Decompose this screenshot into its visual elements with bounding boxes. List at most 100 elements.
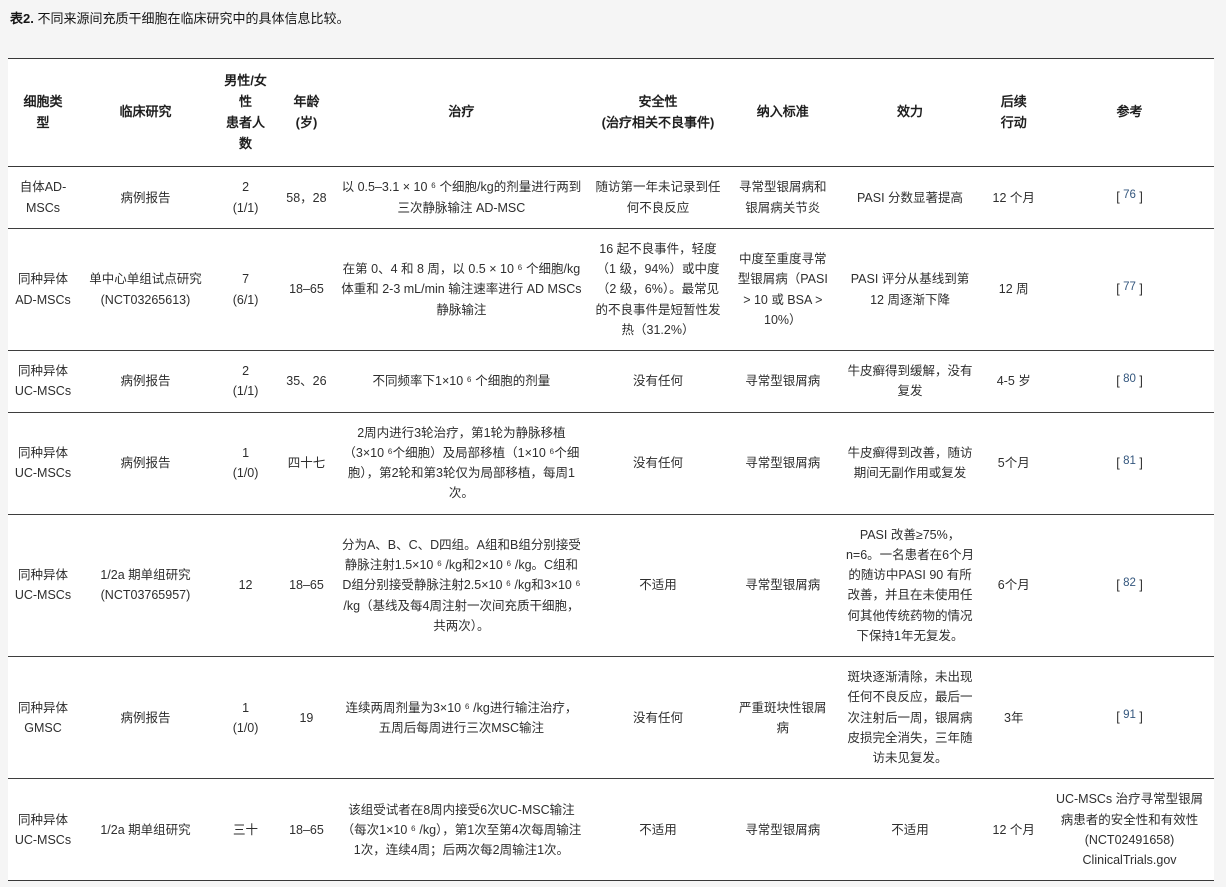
treatment-cell: 在第 0、4 和 8 周，以 0.5 × 10 ⁶ 个细胞/kg 体重和 2-3… [341,262,582,317]
clinical-study-cell: 病例报告 [120,456,171,470]
treatment-cell: 分为A、B、C、D四组。A组和B组分别接受静脉注射1.5×10 ⁶ /kg和2×… [341,537,581,633]
cell-type-cell: 同种异体UC-MSCs [14,445,72,481]
follow-up-cell: 12 周 [998,282,1029,297]
follow-up-cell: 3年 [1004,710,1024,725]
citation-link[interactable]: 77 [1123,281,1136,294]
table-row: 同种异体UC-MSCs 1/2a 期单组研究 (NCT03765957) 12 18–… [8,514,1214,657]
safety-cell: 不适用 [639,578,677,593]
table-caption-text: 不同来源间充质干细胞在临床研究中的具体信息比较。 [33,11,350,26]
table-row: 自体AD-MSCs 病例报告 2 (1/1) 58，28 以 0.5–3.1 × 10 … [8,167,1214,229]
column-header-age: 年龄 (岁) [278,58,335,168]
cell-type-cell: 自体AD-MSCs [19,180,67,215]
treatment-cell: 以 0.5–3.1 × 10 ⁶ 个细胞/kg的剂量进行两到三次静脉输注 AD-… [341,180,582,215]
clinical-study-cell: 病例报告 [120,710,171,725]
age-cell: 18–65 [289,282,324,297]
citation-bracket-close: ] [1135,190,1143,205]
safety-cell: 16 起不良事件，轻度（1 级，94%）或中度（2 级，6%）。最常见的不良事件… [595,241,721,337]
safety-cell: 不适用 [639,822,677,837]
table-row: 同种异体AD-MSCs 单中心单组试点研究 (NCT03265613) 7 (6/1… [8,228,1214,351]
reference-cell: UC-MSCs 治疗寻常型银屑病患者的安全性和有效性 (NCT02491658)… [1055,792,1204,868]
efficacy-cell: PASI 分数显著提高 [857,190,964,205]
age-cell: 四十七 [287,456,326,470]
follow-up-cell: 4-5 岁 [996,374,1031,389]
reference-cell: [ 81 ] [1045,412,1214,514]
cell-type-cell: 同种异体AD-MSCs [15,272,71,307]
treatment-cell: 2周内进行3轮治疗，第1轮为静脉移植（3×10 ⁶个细胞）及局部移植（1×10 … [343,425,580,501]
citation-bracket-open: [ [1116,578,1124,593]
efficacy-cell: 牛皮癣得到改善，随访期间无副作用或复发 [847,445,973,481]
age-cell: 35、26 [286,374,327,389]
age-cell: 19 [299,710,314,725]
clinical-study-cell: 病例报告 [120,190,171,205]
column-header-inclusion-criteria: 纳入标准 [727,58,838,168]
table-body: 自体AD-MSCs 病例报告 2 (1/1) 58，28 以 0.5–3.1 × 10 … [8,167,1214,881]
patients-count-cell: 2 (1/1) [232,364,259,399]
inclusion-criteria-cell: 寻常型银屑病 [745,374,821,389]
clinical-study-cell: 病例报告 [120,374,171,389]
patients-count-cell: 1 (1/0) [232,445,259,481]
column-header-male-female-count: 男性/女 性 患者人 数 [213,58,279,168]
citation-bracket-open: [ [1116,455,1124,470]
citation-bracket-close: ] [1135,710,1143,725]
citation-link[interactable]: 80 [1123,373,1136,386]
citation-bracket-open: [ [1116,710,1124,725]
patients-count-cell: 12 [238,578,253,593]
table-caption-label: 表2. [10,11,34,26]
follow-up-cell: 12 个月 [992,822,1035,837]
treatment-cell: 连续两周剂量为3×10 ⁶ /kg进行输注治疗，五周后每周进行三次MSC输注 [345,700,578,735]
follow-up-cell: 5个月 [997,456,1030,470]
citation-bracket-close: ] [1135,282,1143,297]
efficacy-cell: PASI 改善≥75%，n=6。一名患者在6个月的随访中PASI 90 有所改善… [845,527,975,643]
inclusion-criteria-cell: 寻常型银屑病 [745,456,821,470]
reference-cell: [ 77 ] [1045,228,1214,350]
citation-bracket-close: ] [1135,578,1143,593]
efficacy-cell: 斑块逐渐清除，未出现任何不良反应，最后一次注射后一周，银屑病皮损完全消失，三年随… [847,670,973,766]
age-cell: 18–65 [289,578,324,593]
column-header-safety: 安全性 (治疗相关不良事件) [588,58,728,168]
cell-type-cell: 同种异体 GMSC [17,700,68,735]
patients-count-cell: 三十 [233,822,259,837]
treatment-cell: 不同频率下1×10 ⁶ 个细胞的剂量 [372,374,551,389]
reference-cell: [ 91 ] [1045,657,1214,779]
inclusion-criteria-cell: 中度至重度寻常型银屑病（PASI > 10 或 BSA > 10%） [737,252,828,327]
safety-cell: 随访第一年未记录到任何不良反应 [595,180,721,215]
safety-cell: 没有任何 [632,374,683,389]
patients-count-cell: 7 (6/1) [232,272,259,307]
table-header: 细胞类 型临床研究 男性/女 性 患者人 数年龄 (岁) 治疗 安全性 (治疗相关不良… [8,58,1214,168]
citation-bracket-open: [ [1116,374,1124,389]
age-cell: 58，28 [286,190,327,205]
cell-type-cell: 同种异体UC-MSCs [14,812,72,847]
clinical-study-cell: 1/2a 期单组研究 [100,822,191,837]
patients-count-cell: 1 (1/0) [232,700,259,735]
clinical-study-cell: 单中心单组试点研究 (NCT03265613) [89,272,202,307]
reference-cell: [ 80 ] [1045,351,1214,413]
citation-bracket-open: [ [1116,282,1124,297]
table-caption: 表2. 不同来源间充质干细胞在临床研究中的具体信息比较。 [10,10,1218,28]
age-cell: 18–65 [289,822,324,837]
cell-type-cell: 同种异体UC-MSCs [14,364,72,399]
citation-link[interactable]: 81 [1123,454,1136,467]
table-row: 同种异体UC-MSCs 1/2a 期单组研究 三十 18–65 该组受试者在8周内接受6… [8,779,1214,881]
column-header-follow-up: 后续 行动 [982,58,1046,168]
cell-type-cell: 同种异体UC-MSCs [14,568,72,603]
table-row: 同种异体UC-MSCs 病例报告 2 (1/1) 35、26 不同频率下1×10 ⁶ 个… [8,351,1214,413]
clinical-study-cell: 1/2a 期单组研究 (NCT03765957) [100,568,191,603]
safety-cell: 没有任何 [632,456,683,470]
patients-count-cell: 2 (1/1) [232,180,259,215]
citation-bracket-open: [ [1116,190,1124,205]
citation-link[interactable]: 91 [1123,709,1136,722]
efficacy-cell: 不适用 [891,822,929,837]
efficacy-cell: 牛皮癣得到缓解，没有复发 [847,364,973,399]
table-row: 同种异体UC-MSCs 病例报告 1 (1/0) 四十七 2周内进行3轮治疗，第1轮为静… [8,412,1214,515]
column-header-efficacy: 效力 [837,58,983,168]
inclusion-criteria-cell: 寻常型银屑病 [745,578,821,593]
citation-bracket-close: ] [1135,374,1143,389]
citation-link[interactable]: 82 [1123,577,1136,590]
citation-link[interactable]: 76 [1123,189,1136,202]
table-row: 同种异体 GMSC 病例报告 1 (1/0) 19 连续两周剂量为3×10 ⁶ /kg进… [8,657,1214,779]
column-header-cell-type: 细胞类 型 [8,58,78,168]
header-row: 细胞类 型临床研究 男性/女 性 患者人 数年龄 (岁) 治疗 安全性 (治疗相关不良… [8,58,1214,168]
efficacy-cell: PASI 评分从基线到第 12 周逐渐下降 [850,272,970,307]
follow-up-cell: 6个月 [997,578,1030,593]
